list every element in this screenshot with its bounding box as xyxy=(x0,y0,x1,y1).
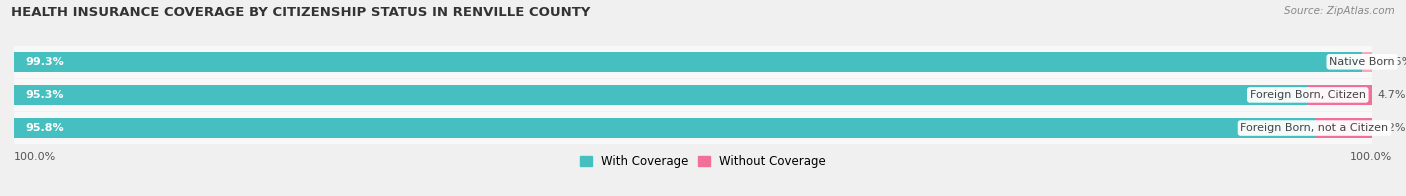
Text: HEALTH INSURANCE COVERAGE BY CITIZENSHIP STATUS IN RENVILLE COUNTY: HEALTH INSURANCE COVERAGE BY CITIZENSHIP… xyxy=(11,6,591,19)
Text: 4.2%: 4.2% xyxy=(1376,123,1406,133)
Text: 95.3%: 95.3% xyxy=(25,90,63,100)
Legend: With Coverage, Without Coverage: With Coverage, Without Coverage xyxy=(579,155,827,168)
Bar xyxy=(14,118,1315,138)
Text: Source: ZipAtlas.com: Source: ZipAtlas.com xyxy=(1284,6,1395,16)
Text: Foreign Born, not a Citizen: Foreign Born, not a Citizen xyxy=(1240,123,1389,133)
Text: 4.7%: 4.7% xyxy=(1376,90,1406,100)
Bar xyxy=(14,52,1372,72)
Bar xyxy=(14,46,1372,78)
Bar xyxy=(14,112,1372,144)
Text: 0.75%: 0.75% xyxy=(1378,57,1406,67)
Text: 100.0%: 100.0% xyxy=(14,152,56,162)
Bar xyxy=(14,85,1372,105)
Text: 95.8%: 95.8% xyxy=(25,123,63,133)
Bar xyxy=(14,85,1308,105)
Text: Foreign Born, Citizen: Foreign Born, Citizen xyxy=(1250,90,1365,100)
Bar xyxy=(14,52,1362,72)
Bar xyxy=(1308,85,1372,105)
Bar xyxy=(14,79,1372,111)
Bar xyxy=(14,118,1372,138)
Bar xyxy=(1362,52,1372,72)
Bar xyxy=(1315,118,1372,138)
Text: Native Born: Native Born xyxy=(1329,57,1395,67)
Text: 99.3%: 99.3% xyxy=(25,57,63,67)
Text: 100.0%: 100.0% xyxy=(1350,152,1392,162)
